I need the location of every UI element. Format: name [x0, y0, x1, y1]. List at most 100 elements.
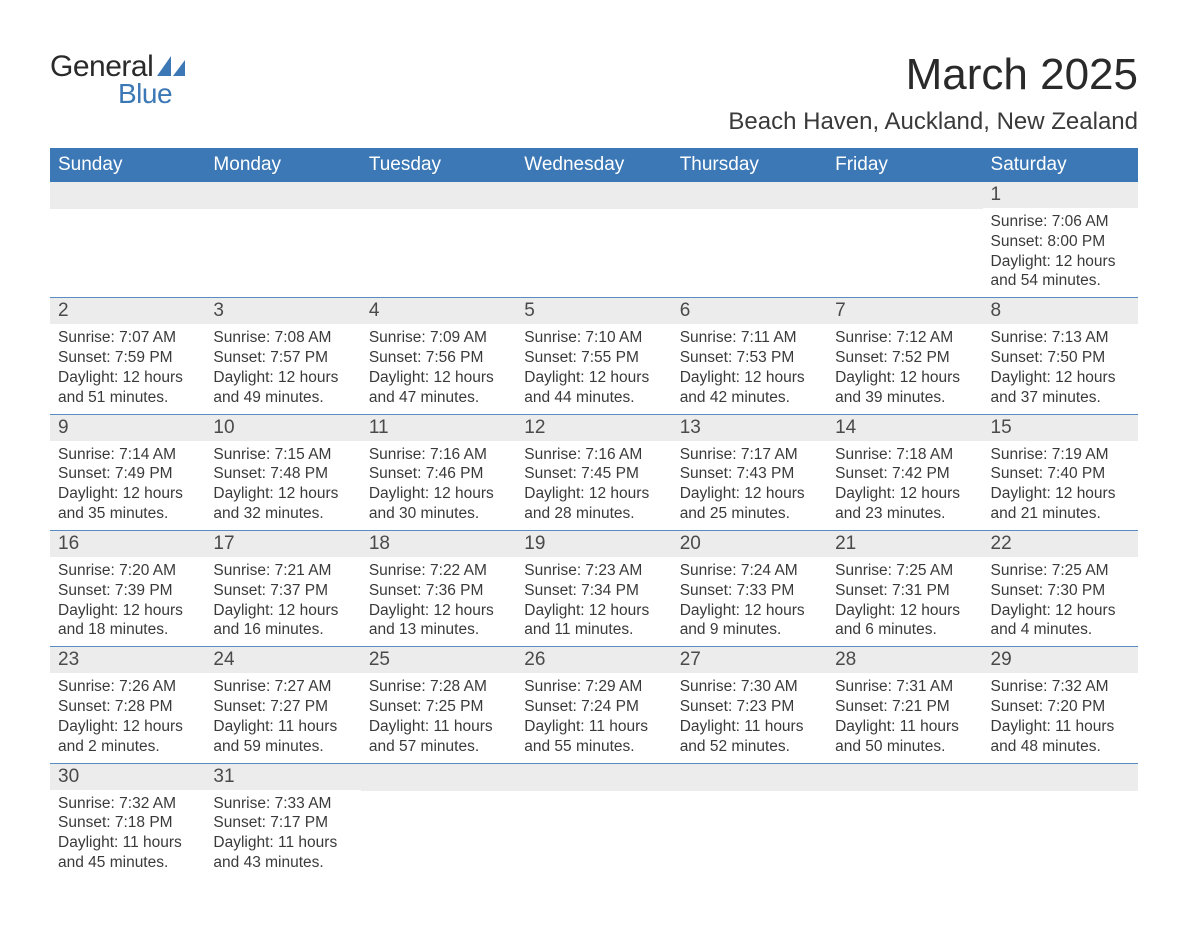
weekday-header: Thursday [672, 148, 827, 182]
header: General Blue March 2025 Beach Haven, Auc… [50, 50, 1138, 136]
weekday-header: Saturday [983, 148, 1138, 182]
sunrise-line: Sunrise: 7:07 AM [58, 328, 197, 348]
calendar-cell: 7Sunrise: 7:12 AMSunset: 7:52 PMDaylight… [827, 298, 982, 413]
sunrise-line: Sunrise: 7:27 AM [213, 677, 352, 697]
calendar-cell: 15Sunrise: 7:19 AMSunset: 7:40 PMDayligh… [983, 415, 1138, 530]
sunset-line: Sunset: 7:43 PM [680, 464, 819, 484]
calendar-cell: 30Sunrise: 7:32 AMSunset: 7:18 PMDayligh… [50, 764, 205, 879]
sunrise-line: Sunrise: 7:09 AM [369, 328, 508, 348]
calendar-cell: 10Sunrise: 7:15 AMSunset: 7:48 PMDayligh… [205, 415, 360, 530]
calendar-row: 2 Sunrise: 7:07 AMSunset: 7:59 PM Daylight… [50, 297, 1138, 413]
location: Beach Haven, Auckland, New Zealand [728, 108, 1138, 136]
weekday-header: Tuesday [361, 148, 516, 182]
calendar-row: 23Sunrise: 7:26 AMSunset: 7:28 PMDayligh… [50, 646, 1138, 762]
calendar-cell [516, 764, 671, 879]
sunset-line: Sunset: 7:57 PM [213, 348, 352, 368]
daylight-line: Daylight: 11 hours and 45 minutes. [58, 833, 197, 873]
day-details: Sunrise: 7:11 AMSunset: 7:53 PMDaylight:… [672, 324, 827, 413]
calendar-row: 9Sunrise: 7:14 AMSunset: 7:49 PMDaylight… [50, 414, 1138, 530]
daylight-line: Daylight: 12 hours and 32 minutes. [213, 484, 352, 524]
calendar-cell: 6Sunrise: 7:11 AMSunset: 7:53 PMDaylight… [672, 298, 827, 413]
sunset-line: Sunset: 7:40 PM [991, 464, 1130, 484]
sunset-line: Sunset: 7:25 PM [369, 697, 508, 717]
sunrise-line: Sunrise: 7:19 AM [991, 445, 1130, 465]
sunrise-line: Sunrise: 7:18 AM [835, 445, 974, 465]
day-number: 31 [205, 764, 360, 790]
day-details: Sunrise: 7:22 AMSunset: 7:36 PMDaylight:… [361, 557, 516, 646]
daylight-line: Daylight: 12 hours and 42 minutes. [680, 368, 819, 408]
sunset-line: Sunset: 7:18 PM [58, 813, 197, 833]
day-details: Sunrise: 7:28 AMSunset: 7:25 PMDaylight:… [361, 673, 516, 762]
sunset-line: Sunset: 7:50 PM [991, 348, 1130, 368]
sunset-line: Sunset: 7:21 PM [835, 697, 974, 717]
calendar-cell [50, 182, 205, 297]
calendar-cell: 16Sunrise: 7:20 AMSunset: 7:39 PMDayligh… [50, 531, 205, 646]
sunset-line: Sunset: 7:59 PM [58, 348, 197, 368]
day-number: 4 [361, 298, 516, 324]
day-number: 1 [983, 182, 1138, 208]
sunrise-line: Sunrise: 7:28 AM [369, 677, 508, 697]
calendar-cell: 29Sunrise: 7:32 AMSunset: 7:20 PMDayligh… [983, 647, 1138, 762]
day-details: Sunrise: 7:10 AMSunset: 7:55 PMDaylight:… [516, 324, 671, 413]
calendar-cell [361, 764, 516, 879]
calendar-row: 30Sunrise: 7:32 AMSunset: 7:18 PMDayligh… [50, 763, 1138, 879]
calendar-cell: 20Sunrise: 7:24 AMSunset: 7:33 PMDayligh… [672, 531, 827, 646]
calendar-header-row: Sunday Monday Tuesday Wednesday Thursday… [50, 148, 1138, 182]
weekday-header: Monday [205, 148, 360, 182]
calendar-cell: 25Sunrise: 7:28 AMSunset: 7:25 PMDayligh… [361, 647, 516, 762]
sunrise-line: Sunrise: 7:06 AM [991, 212, 1130, 232]
calendar-row: 16Sunrise: 7:20 AMSunset: 7:39 PMDayligh… [50, 530, 1138, 646]
sunset-line: Sunset: 7:52 PM [835, 348, 974, 368]
day-details: Sunrise: 7:20 AMSunset: 7:39 PMDaylight:… [50, 557, 205, 646]
day-details: Sunrise: 7:25 AMSunset: 7:30 PMDaylight:… [983, 557, 1138, 646]
sunrise-line: Sunrise: 7:15 AM [213, 445, 352, 465]
calendar-cell [361, 182, 516, 297]
logo: General Blue [50, 50, 185, 110]
weekday-header: Wednesday [516, 148, 671, 182]
day-details: Sunrise: 7:32 AMSunset: 7:20 PMDaylight:… [983, 673, 1138, 762]
empty-day-header [827, 182, 982, 209]
day-number: 25 [361, 647, 516, 673]
sunrise-line: Sunrise: 7:25 AM [835, 561, 974, 581]
sunset-line: Sunset: 7:17 PM [213, 813, 352, 833]
daylight-line: Daylight: 12 hours and 39 minutes. [835, 368, 974, 408]
day-number: 2 [50, 298, 205, 324]
day-number: 12 [516, 415, 671, 441]
calendar-body: 1Sunrise: 7:06 AMSunset: 8:00 PMDaylight… [50, 182, 1138, 879]
sunrise-line: Sunrise: 7:32 AM [991, 677, 1130, 697]
daylight-line: Daylight: 12 hours and 13 minutes. [369, 601, 508, 641]
sunrise-line: Sunrise: 7:25 AM [991, 561, 1130, 581]
day-number: 30 [50, 764, 205, 790]
daylight-line: Daylight: 12 hours and 9 minutes. [680, 601, 819, 641]
day-number: 28 [827, 647, 982, 673]
sunrise-line: Sunrise: 7:30 AM [680, 677, 819, 697]
sunrise-line: Sunrise: 7:08 AM [213, 328, 352, 348]
day-number: 8 [983, 298, 1138, 324]
day-number: 18 [361, 531, 516, 557]
sunrise-line: Sunrise: 7:26 AM [58, 677, 197, 697]
empty-day-header [672, 182, 827, 209]
calendar-cell: 3Sunrise: 7:08 AMSunset: 7:57 PMDaylight… [205, 298, 360, 413]
sunrise-line: Sunrise: 7:16 AM [524, 445, 663, 465]
empty-day-header [361, 182, 516, 209]
sunrise-line: Sunrise: 7:29 AM [524, 677, 663, 697]
empty-day-header [361, 764, 516, 791]
day-details: Sunrise: 7:32 AMSunset: 7:18 PMDaylight:… [50, 790, 205, 879]
daylight-line: Daylight: 12 hours and 30 minutes. [369, 484, 508, 524]
daylight-line: Daylight: 12 hours and 21 minutes. [991, 484, 1130, 524]
calendar-cell [516, 182, 671, 297]
calendar-cell: 23Sunrise: 7:26 AMSunset: 7:28 PMDayligh… [50, 647, 205, 762]
calendar-cell [827, 182, 982, 297]
calendar-cell: 4Sunrise: 7:09 AMSunset: 7:56 PMDaylight… [361, 298, 516, 413]
calendar-cell [672, 764, 827, 879]
daylight-line: Daylight: 12 hours and 4 minutes. [991, 601, 1130, 641]
sunrise-line: Sunrise: 7:21 AM [213, 561, 352, 581]
day-details: Sunrise: 7:24 AMSunset: 7:33 PMDaylight:… [672, 557, 827, 646]
day-number: 6 [672, 298, 827, 324]
sunrise-line: Sunrise: 7:23 AM [524, 561, 663, 581]
sunset-line: Sunset: 7:49 PM [58, 464, 197, 484]
sunset-line: Sunset: 7:55 PM [524, 348, 663, 368]
day-number: 29 [983, 647, 1138, 673]
calendar-cell: 8Sunrise: 7:13 AMSunset: 7:50 PMDaylight… [983, 298, 1138, 413]
daylight-line: Daylight: 12 hours and 54 minutes. [991, 252, 1130, 292]
